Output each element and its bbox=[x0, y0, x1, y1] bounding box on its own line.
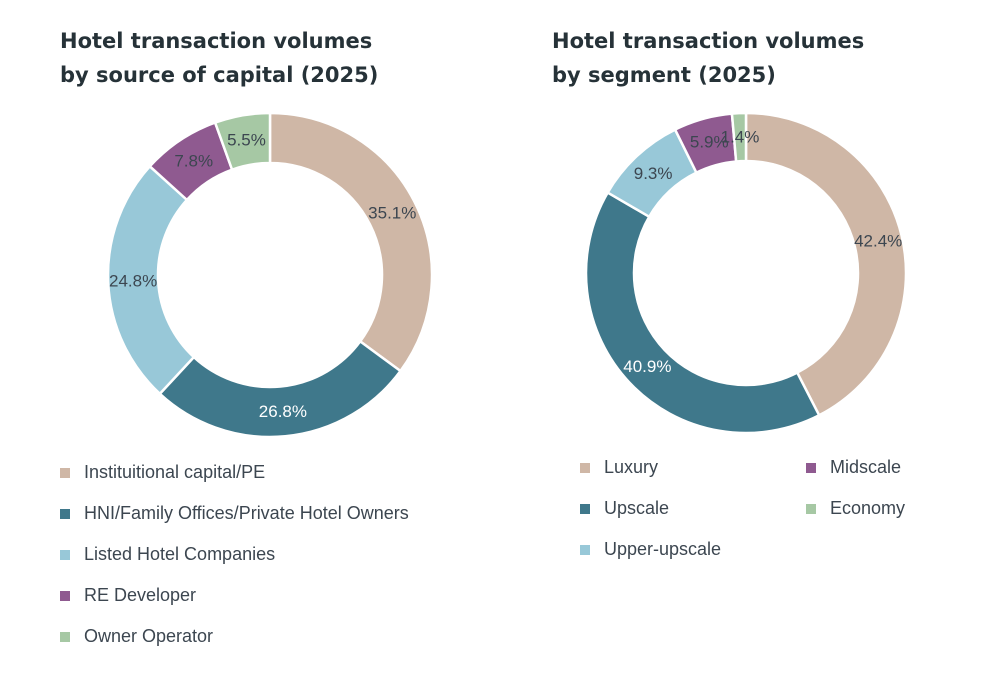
donut-slice bbox=[268, 111, 434, 373]
legend-source-of-capital: Instituitional capital/PE HNI/Family Offi… bbox=[60, 452, 480, 657]
legend-label: Instituitional capital/PE bbox=[84, 462, 266, 482]
donut-slice bbox=[213, 111, 272, 172]
legend-label: Owner Operator bbox=[84, 626, 214, 646]
slice-value-label: 9.3% bbox=[634, 164, 673, 183]
legend-label: Upper-upscale bbox=[604, 539, 722, 559]
slice-value-label: 24.8% bbox=[109, 272, 157, 291]
legend-item: Upper-upscale bbox=[580, 529, 806, 570]
legend-label: Luxury bbox=[604, 457, 659, 477]
legend-item: Midscale bbox=[806, 447, 940, 488]
slice-value-label: 1.4% bbox=[721, 128, 760, 147]
slice-value-label: 7.8% bbox=[174, 152, 213, 171]
slice-value-label: 5.9% bbox=[690, 133, 729, 152]
legend-swatch bbox=[60, 590, 70, 601]
chart-title-line: Hotel transaction volumes bbox=[60, 29, 373, 53]
legend-item: RE Developer bbox=[60, 575, 480, 616]
chart-title-line: by segment (2025) bbox=[552, 63, 776, 87]
legend-item: Economy bbox=[806, 488, 940, 529]
legend-swatch bbox=[806, 503, 816, 514]
chart-title-segment: Hotel transaction volumes by segment (20… bbox=[552, 24, 864, 92]
legend-swatch bbox=[580, 544, 590, 555]
slice-value-label: 35.1% bbox=[368, 204, 416, 223]
legend-label: Economy bbox=[830, 498, 906, 518]
legend-segment: Luxury Upscale Upper-upscale Midscale Econom… bbox=[580, 447, 940, 570]
legend-label: Midscale bbox=[830, 457, 902, 477]
legend-swatch bbox=[60, 549, 70, 560]
chart-title-line: by source of capital (2025) bbox=[60, 63, 379, 87]
legend-item: Listed Hotel Companies bbox=[60, 534, 480, 575]
slice-value-label: 5.5% bbox=[227, 131, 266, 150]
slice-value-label: 42.4% bbox=[854, 232, 902, 251]
legend-swatch bbox=[580, 503, 590, 514]
legend-label: Listed Hotel Companies bbox=[84, 544, 276, 564]
donut-slice bbox=[584, 190, 821, 435]
donut-slice bbox=[730, 111, 748, 163]
slice-value-label: 40.9% bbox=[623, 357, 671, 376]
legend-label: RE Developer bbox=[84, 585, 197, 605]
legend-item: Upscale bbox=[580, 488, 806, 529]
legend-item: Luxury bbox=[580, 447, 806, 488]
legend-label: Upscale bbox=[604, 498, 670, 518]
legend-swatch bbox=[580, 462, 590, 473]
donut-slice bbox=[744, 111, 908, 417]
legend-swatch bbox=[806, 462, 816, 473]
legend-item: Owner Operator bbox=[60, 616, 480, 657]
legend-swatch bbox=[60, 467, 70, 478]
legend-item: HNI/Family Offices/Private Hotel Owners bbox=[60, 493, 480, 534]
legend-label: HNI/Family Offices/Private Hotel Owners bbox=[84, 503, 409, 523]
donut-chart-source-of-capital: 35.1% 26.8% 24.8% 7.8% 5.5% bbox=[106, 111, 434, 439]
donut-chart-segment: 42.4% 40.9% 9.3% 5.9%1.4% bbox=[584, 111, 908, 435]
chart-title-source-of-capital: Hotel transaction volumes by source of c… bbox=[60, 24, 378, 92]
legend-item: Instituitional capital/PE bbox=[60, 452, 480, 493]
donut-slice bbox=[158, 339, 403, 439]
legend-swatch bbox=[60, 631, 70, 642]
chart-title-line: Hotel transaction volumes bbox=[552, 29, 865, 53]
legend-swatch bbox=[60, 508, 70, 519]
slice-value-label: 26.8% bbox=[259, 402, 307, 421]
